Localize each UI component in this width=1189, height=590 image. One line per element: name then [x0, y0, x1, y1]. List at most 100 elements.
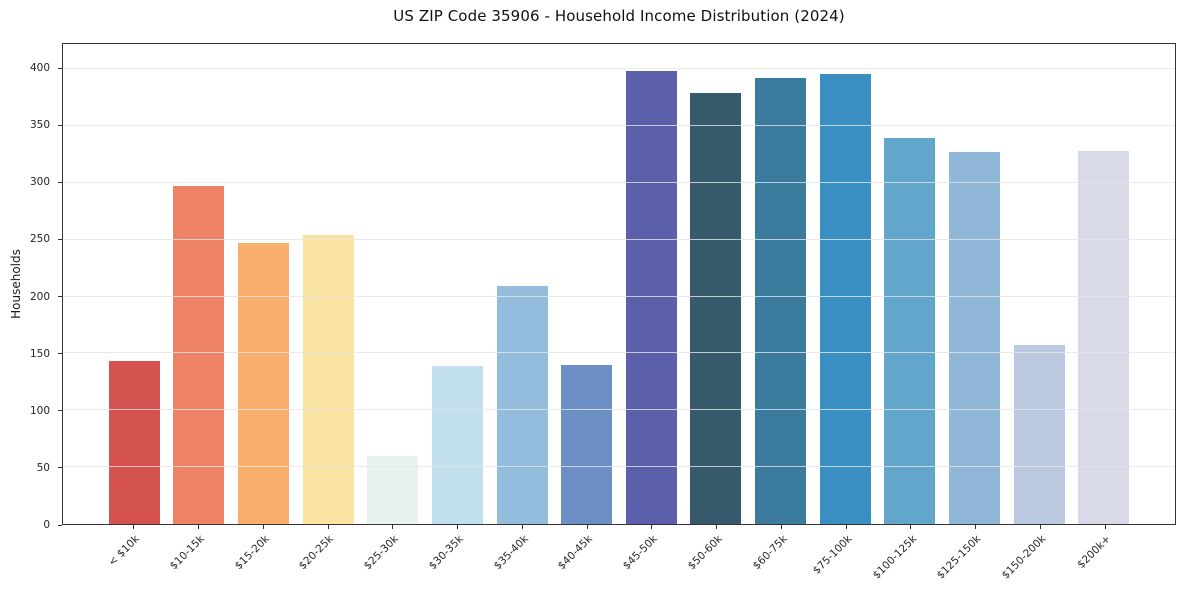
bar-slot-125-150k [942, 44, 1007, 524]
x-tick-label-75-100k: $75-100k [810, 533, 855, 577]
bar-slot-40-45k [554, 44, 619, 524]
y-tick-label-300: 300 [29, 176, 50, 189]
chart-title: US ZIP Code 35906 - Household Income Dis… [393, 7, 845, 25]
bar-slot-50-60k [684, 44, 749, 524]
x-tick-mark-45-50k [651, 525, 653, 529]
y-tick-label-150: 150 [29, 347, 50, 360]
bar-slot-60-75k [748, 44, 813, 524]
x-tick-label-30-35k: $30-35k [426, 533, 466, 573]
bar-45-50k [625, 71, 677, 524]
bar-slot-45-50k [619, 44, 684, 524]
x-tick-mark-40-45k [586, 525, 588, 529]
x-tick-mark-75-100k [845, 525, 847, 529]
y-tick-mark-400 [58, 67, 62, 69]
x-tick-slot-10k: < $10k [101, 525, 166, 587]
y-tick-mark-50 [58, 467, 62, 469]
x-tick-label-40-45k: $40-45k [556, 533, 596, 573]
x-tick-slot-75-100k: $75-100k [810, 525, 878, 587]
x-tick-slot-20-25k: $20-25k [295, 525, 360, 587]
bar-35-40k [496, 286, 548, 524]
x-tick-label-200k: $200k+ [1075, 533, 1114, 571]
x-tick-slot-60-75k: $60-75k [749, 525, 814, 587]
x-tick-mark-15-20k [262, 525, 264, 529]
bar-slot-15-20k [231, 44, 296, 524]
x-tick-label-25-30k: $25-30k [361, 533, 401, 573]
bars-layer [63, 44, 1175, 524]
x-tick-mark-30-35k [457, 525, 459, 529]
x-tick-label-60-75k: $60-75k [750, 533, 790, 573]
x-tick-mark-35-40k [521, 525, 523, 529]
y-tick-label-400: 400 [29, 62, 50, 75]
x-tick-slot-45-50k: $45-50k [619, 525, 684, 587]
bar-slot-10-15k [167, 44, 232, 524]
y-tick-label-250: 250 [29, 233, 50, 246]
x-tick-label-15-20k: $15-20k [232, 533, 272, 573]
x-tick-label-35-40k: $35-40k [491, 533, 531, 573]
bar-slot-35-40k [490, 44, 555, 524]
y-tick-mark-100 [58, 410, 62, 412]
y-tick-mark-0 [58, 524, 62, 526]
x-tick-label-100-125k: $100-125k [870, 533, 919, 582]
x-tick-label-150-200k: $150-200k [999, 533, 1049, 582]
y-tick-mark-300 [58, 181, 62, 183]
x-tick-label-125-150k: $125-150k [935, 533, 984, 582]
bar-slot-25-30k [361, 44, 426, 524]
bar-slot-150-200k [1007, 44, 1072, 524]
x-tick-slot-125-150k: $125-150k [935, 525, 1008, 587]
bar-150-200k [1013, 345, 1065, 524]
bar-125-150k [948, 152, 1000, 524]
x-tick-label-10-15k: $10-15k [167, 533, 207, 573]
x-tick-slot-150-200k: $150-200k [1000, 525, 1073, 587]
x-tick-mark-60-75k [780, 525, 782, 529]
bar-10-15k [173, 186, 225, 524]
y-tick-label-350: 350 [29, 119, 50, 132]
x-tick-slot-50-60k: $50-60k [684, 525, 749, 587]
x-tick-mark-150-200k [1039, 525, 1041, 529]
bar-100-125k [884, 138, 936, 524]
y-axis-ticks: 0 50 100 150 200 250 300 350 400 [0, 43, 62, 531]
x-tick-mark-25-30k [392, 525, 394, 529]
y-tick-label-100: 100 [29, 404, 50, 417]
bar-slot-200k [1071, 44, 1136, 524]
x-axis-ticks: < $10k $10-15k $15-20k $20-25k $25-30k $30-35… [62, 525, 1176, 587]
x-tick-slot-30-35k: $30-35k [425, 525, 490, 587]
y-tick-mark-250 [58, 238, 62, 240]
bar-slot-30-35k [425, 44, 490, 524]
bar-200k [1078, 150, 1130, 524]
bar-slot-10k [102, 44, 167, 524]
x-tick-mark-50-60k [716, 525, 718, 529]
x-tick-mark-125-150k [975, 525, 977, 529]
y-tick-mark-150 [58, 353, 62, 355]
bar-15-20k [238, 243, 290, 524]
plot-area [62, 43, 1176, 525]
bar-50-60k [690, 92, 742, 524]
bar-25-30k [367, 455, 419, 524]
bar-10k [108, 361, 160, 524]
x-tick-slot-40-45k: $40-45k [554, 525, 619, 587]
y-tick-label-0: 0 [43, 519, 50, 531]
bar-20-25k [302, 235, 354, 524]
x-tick-label-50-60k: $50-60k [685, 533, 725, 573]
y-tick-label-200: 200 [29, 290, 50, 303]
bar-slot-75-100k [813, 44, 878, 524]
x-tick-mark-20-25k [327, 525, 329, 529]
x-tick-slot-15-20k: $15-20k [231, 525, 296, 587]
bar-slot-100-125k [878, 44, 943, 524]
x-tick-mark-200k [1104, 525, 1106, 529]
y-tick-label-50: 50 [36, 461, 50, 474]
y-tick-mark-200 [58, 296, 62, 298]
x-tick-slot-35-40k: $35-40k [490, 525, 555, 587]
x-tick-label-45-50k: $45-50k [620, 533, 660, 573]
bar-30-35k [431, 365, 483, 524]
x-tick-slot-200k: $200k+ [1072, 525, 1137, 587]
x-tick-mark-10k [133, 525, 135, 529]
bar-slot-20-25k [296, 44, 361, 524]
bar-60-75k [755, 78, 807, 524]
x-tick-label-20-25k: $20-25k [297, 533, 337, 573]
x-tick-label-10k: < $10k [106, 533, 142, 569]
y-tick-mark-350 [58, 124, 62, 126]
bar-75-100k [819, 73, 871, 524]
x-tick-mark-10-15k [198, 525, 200, 529]
x-tick-slot-100-125k: $100-125k [870, 525, 943, 587]
